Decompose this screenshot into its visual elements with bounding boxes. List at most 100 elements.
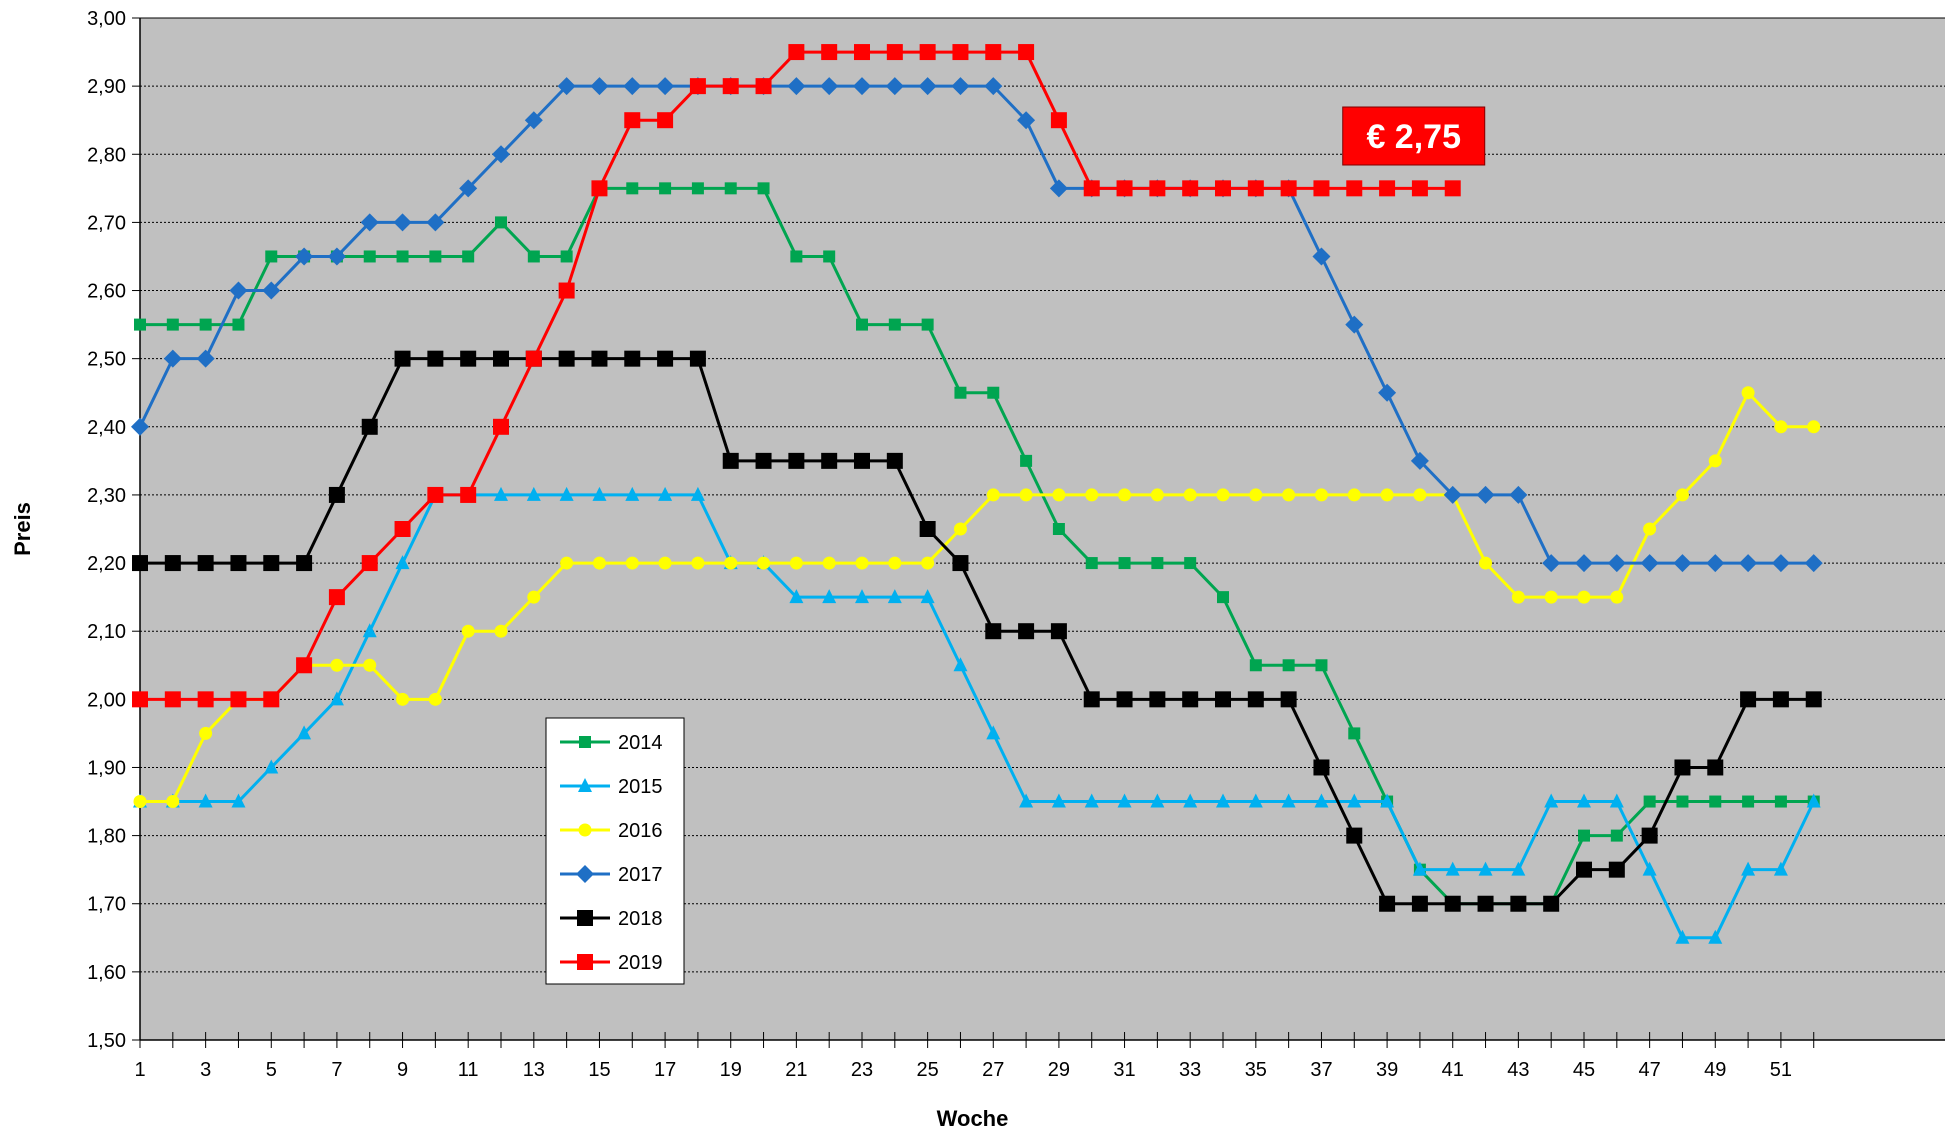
data-point-2016	[1675, 488, 1689, 502]
y-tick-label: 2,90	[87, 76, 126, 98]
data-point-2017	[262, 281, 281, 300]
data-point-2018	[493, 350, 509, 367]
data-point-2015	[625, 486, 640, 501]
data-point-2014	[724, 182, 737, 195]
data-point-2018	[1707, 759, 1724, 776]
data-point-2019	[689, 78, 706, 95]
x-tick-label: 45	[1573, 1059, 1595, 1081]
data-point-2017	[196, 349, 215, 368]
data-point-2018	[854, 452, 870, 469]
data-point-2014	[823, 250, 836, 263]
data-point-2017	[1410, 451, 1429, 470]
data-point-2019	[1149, 180, 1166, 197]
data-point-2018	[1149, 691, 1166, 708]
data-point-2014	[1052, 523, 1065, 535]
data-point-2015	[1577, 793, 1591, 808]
data-point-2015	[789, 589, 804, 604]
data-point-2019	[952, 44, 969, 61]
data-point-2018	[1576, 861, 1592, 878]
data-point-2018	[1018, 623, 1035, 640]
data-point-2014	[691, 182, 704, 195]
data-point-2015	[1248, 793, 1263, 808]
data-point-2016	[789, 556, 803, 570]
data-point-2014	[1151, 557, 1164, 570]
x-tick-label: 5	[266, 1059, 277, 1081]
data-point-2014	[659, 182, 672, 195]
data-point-2014	[790, 250, 803, 263]
data-point-2019	[1182, 180, 1199, 197]
data-point-2015	[1478, 861, 1493, 876]
data-point-2017	[1640, 554, 1659, 573]
price-callout-text: € 2,75	[1366, 118, 1461, 156]
data-point-2017	[327, 247, 346, 266]
data-point-2017	[1706, 554, 1725, 573]
data-point-2015	[887, 589, 902, 604]
data-point-2017	[1345, 315, 1364, 334]
data-point-2015	[920, 589, 935, 604]
data-point-2014	[1085, 557, 1098, 570]
data-point-2015	[690, 486, 705, 501]
data-point-2016	[1610, 590, 1624, 604]
data-point-2019	[460, 486, 477, 503]
y-tick-label: 2,00	[87, 689, 126, 711]
legend-entry-2016: 2016	[560, 820, 663, 842]
x-tick-label: 41	[1442, 1059, 1464, 1081]
data-point-2014	[527, 250, 540, 263]
data-point-2016	[986, 488, 1000, 502]
data-point-2019	[493, 418, 509, 435]
data-point-2016	[199, 726, 213, 740]
data-point-2019	[591, 180, 608, 197]
legend	[545, 717, 685, 985]
data-point-2015	[1347, 793, 1362, 808]
price-callout	[1342, 106, 1486, 166]
data-point-2019	[1018, 44, 1035, 61]
data-point-2017	[1575, 554, 1593, 573]
data-point-2014	[1709, 795, 1722, 808]
data-point-2017	[163, 349, 182, 368]
data-point-2018	[1740, 691, 1757, 708]
data-point-2015	[1380, 793, 1395, 808]
data-point-2018	[394, 350, 411, 367]
data-point-2018	[1641, 827, 1658, 844]
data-point-2017	[1509, 485, 1528, 504]
x-tick-label: 25	[917, 1059, 939, 1081]
data-point-2016	[330, 658, 344, 672]
data-point-2014	[1282, 659, 1295, 672]
data-point-2016	[1544, 590, 1558, 604]
data-point-2016	[1118, 488, 1132, 502]
data-point-2017	[131, 417, 149, 436]
data-point-2016	[625, 556, 639, 570]
data-point-2017	[229, 281, 248, 300]
data-point-2018	[1182, 691, 1199, 708]
data-point-2017	[1378, 383, 1397, 402]
data-point-2017	[557, 77, 576, 96]
data-point-2016	[396, 692, 410, 706]
x-tick-label: 47	[1639, 1059, 1661, 1081]
data-point-2015	[1511, 861, 1526, 876]
data-point-2019	[394, 521, 411, 537]
data-point-2016	[888, 556, 902, 570]
x-tick-label: 29	[1048, 1059, 1070, 1081]
data-point-2017	[1476, 485, 1495, 504]
data-point-2016	[428, 692, 442, 706]
x-tick-label: 31	[1113, 1059, 1135, 1081]
data-point-2015	[1314, 793, 1329, 808]
x-tick-label: 33	[1179, 1059, 1201, 1081]
data-point-2017	[1804, 554, 1823, 573]
data-point-2016	[1347, 488, 1361, 502]
data-point-2017	[1017, 111, 1036, 130]
data-point-2018	[361, 418, 378, 435]
data-point-2014	[1184, 557, 1197, 570]
data-point-2019	[854, 44, 870, 61]
data-point-2015	[198, 793, 213, 808]
data-point-2018	[427, 350, 444, 367]
data-point-2014	[199, 318, 212, 331]
data-point-2017	[1542, 554, 1561, 573]
legend-marker	[579, 736, 591, 748]
legend-marker	[577, 954, 593, 970]
x-tick-label: 9	[397, 1059, 408, 1081]
data-point-2019	[624, 112, 641, 129]
data-point-2018	[952, 555, 969, 572]
data-point-2016	[1183, 488, 1197, 502]
data-point-2014	[1020, 454, 1033, 467]
